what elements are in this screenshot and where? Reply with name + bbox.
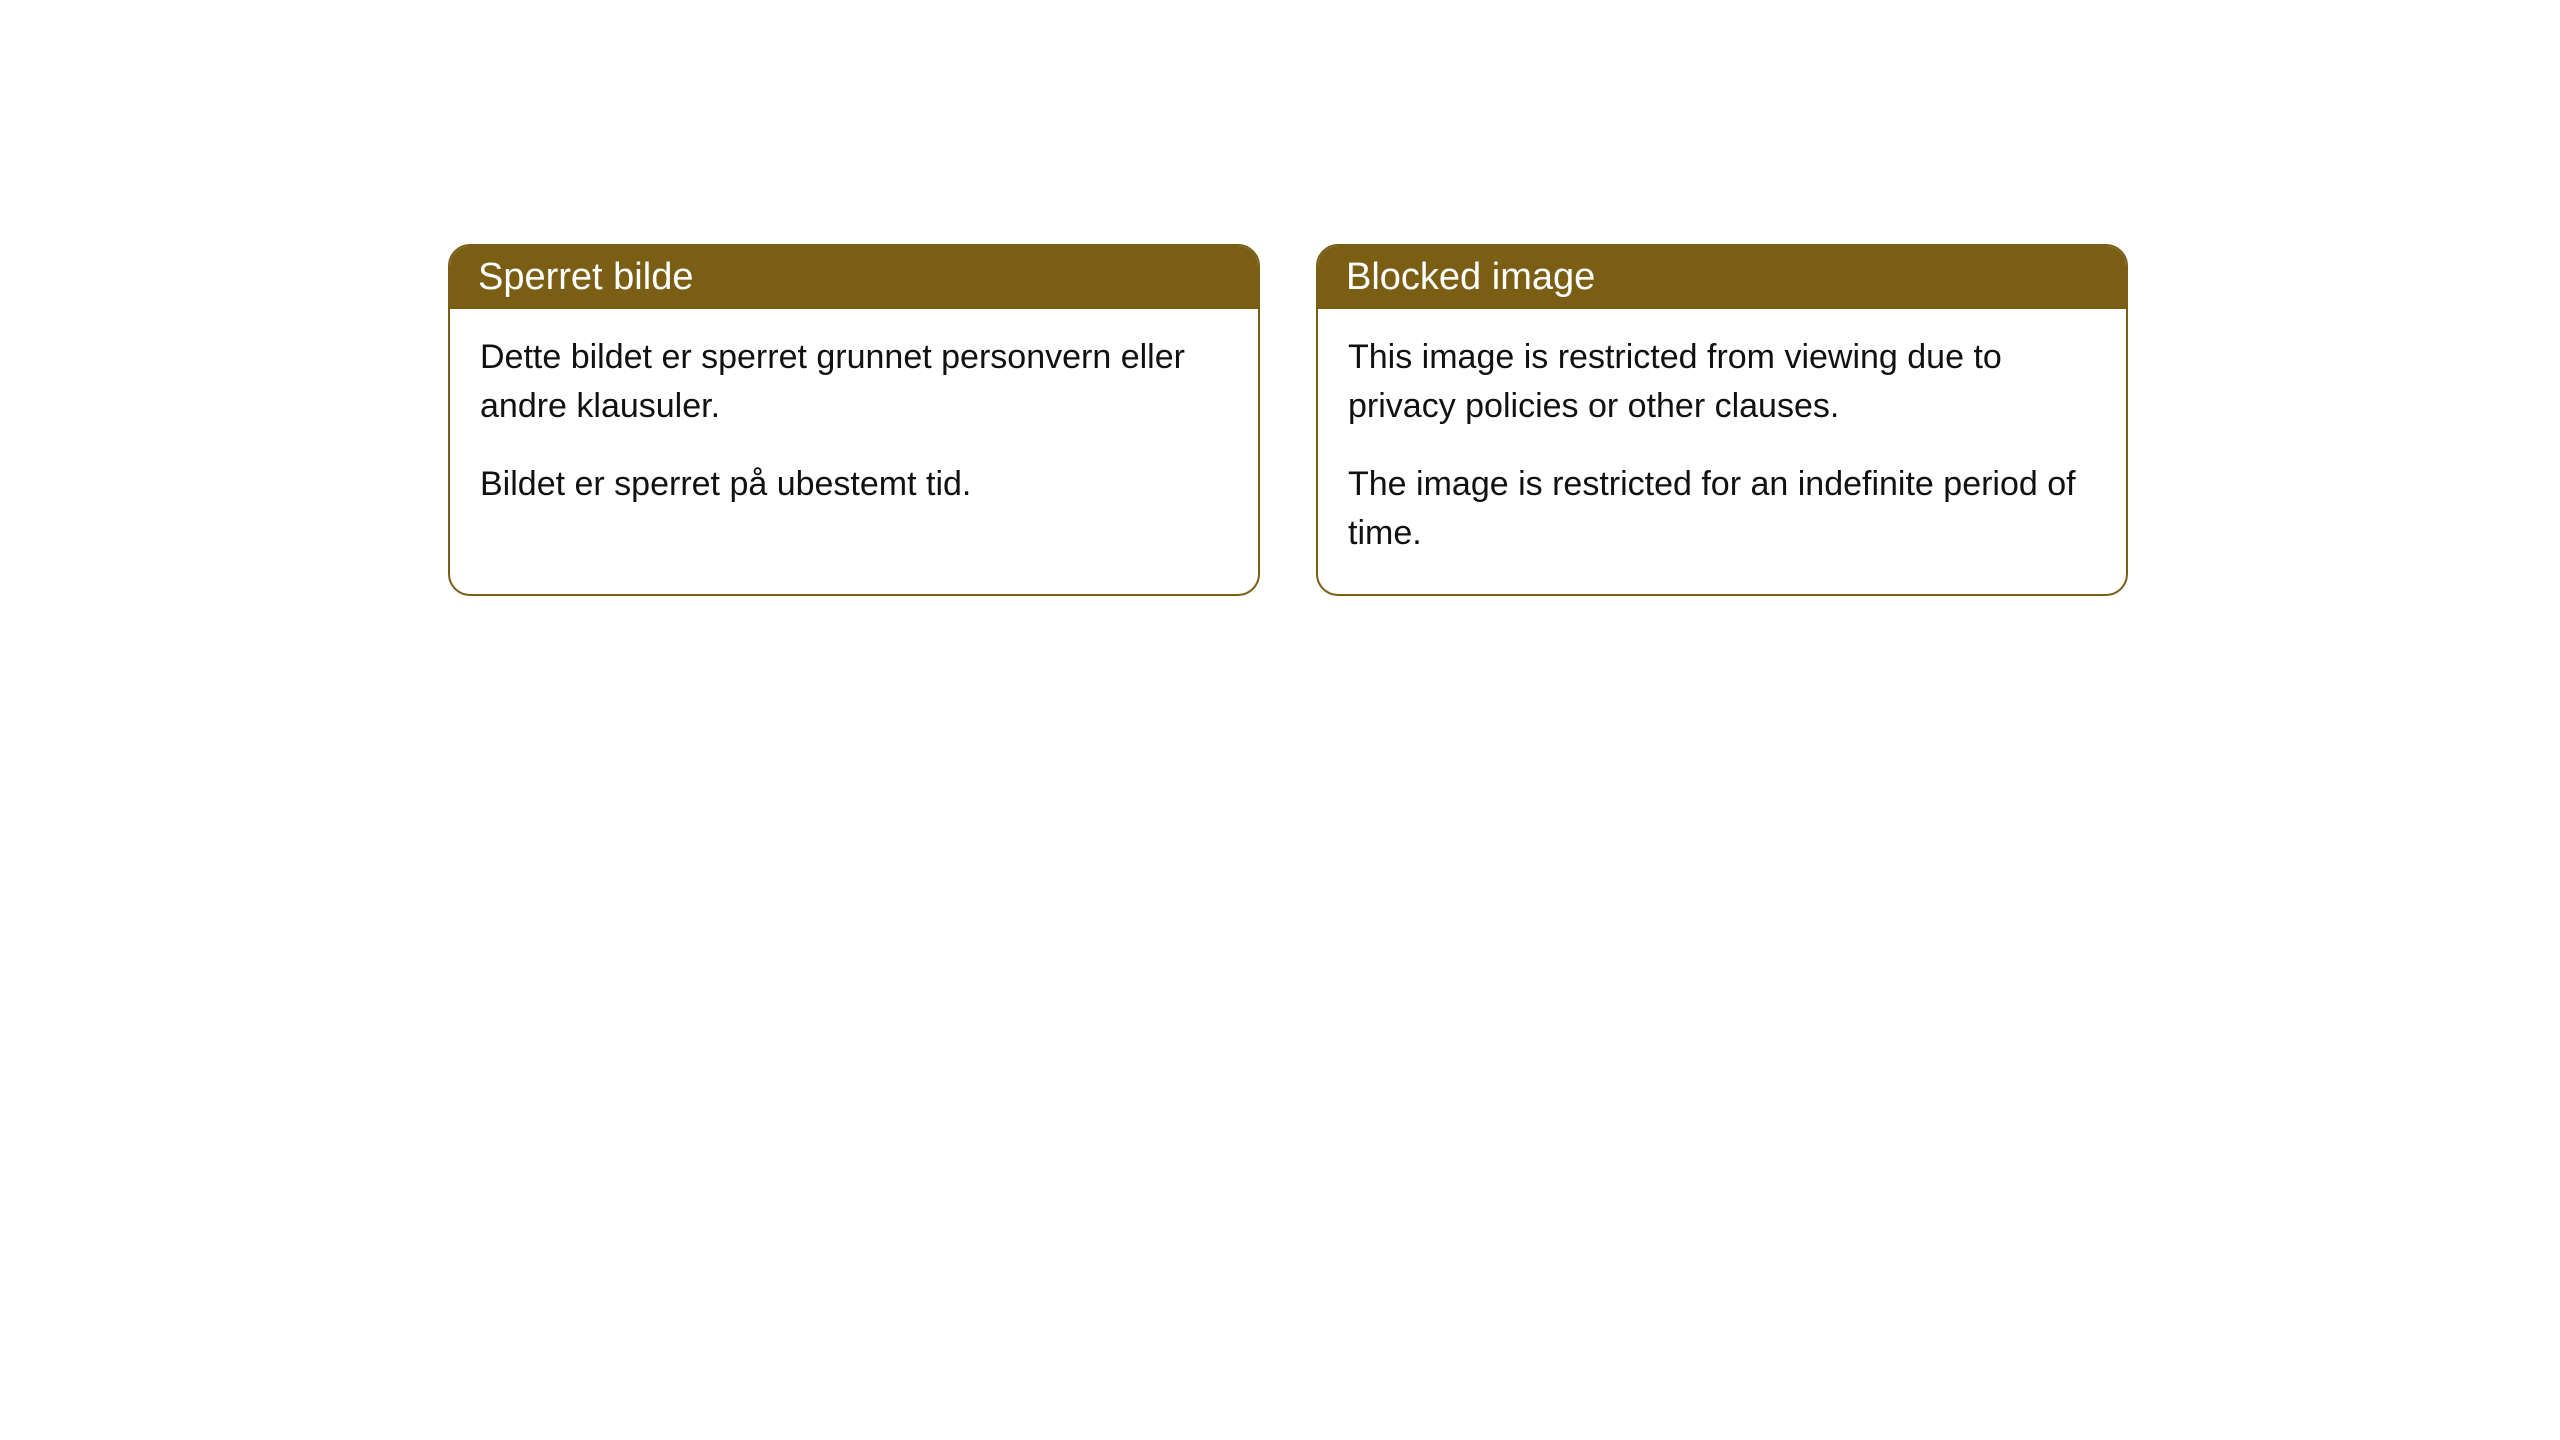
card-header-english: Blocked image [1318, 246, 2126, 309]
card-header-norwegian: Sperret bilde [450, 246, 1258, 309]
blocked-image-card-norwegian: Sperret bilde Dette bildet er sperret gr… [448, 244, 1260, 596]
card-paragraph-1-english: This image is restricted from viewing du… [1348, 333, 2096, 432]
card-paragraph-2-english: The image is restricted for an indefinit… [1348, 460, 2096, 559]
card-body-norwegian: Dette bildet er sperret grunnet personve… [450, 309, 1258, 545]
card-paragraph-2-norwegian: Bildet er sperret på ubestemt tid. [480, 460, 1228, 509]
blocked-image-card-english: Blocked image This image is restricted f… [1316, 244, 2128, 596]
card-body-english: This image is restricted from viewing du… [1318, 309, 2126, 594]
notice-container: Sperret bilde Dette bildet er sperret gr… [0, 0, 2560, 596]
card-paragraph-1-norwegian: Dette bildet er sperret grunnet personve… [480, 333, 1228, 432]
